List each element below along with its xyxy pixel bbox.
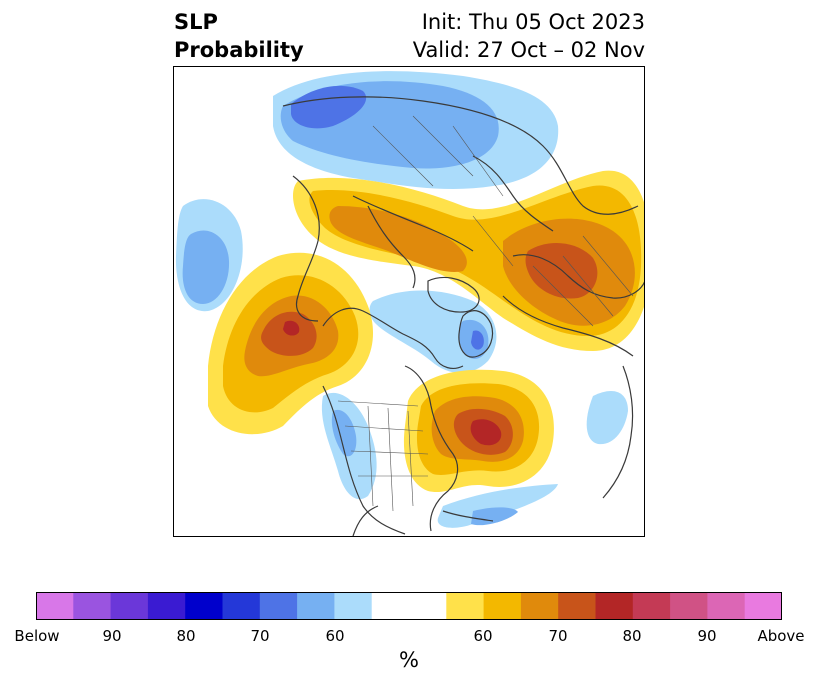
- valid-range: Valid: 27 Oct – 02 Nov: [412, 38, 645, 62]
- map-border: [173, 66, 645, 537]
- probability-map: [173, 66, 645, 537]
- colorbar-segment: [147, 592, 186, 620]
- coastlines: [282, 96, 645, 537]
- colorbar-segment: [36, 592, 74, 620]
- tick-below: Below: [14, 627, 60, 645]
- below-normal-north-pacific: [175, 199, 243, 312]
- colorbar-segment: [520, 592, 559, 620]
- colorbar-segment: [259, 592, 298, 620]
- colorbar-segment: [707, 592, 746, 620]
- below-normal-arctic-siberia: [273, 71, 559, 189]
- colorbar-segment: [110, 592, 149, 620]
- tick-above-70: 70: [548, 627, 568, 645]
- tick-below-80: 80: [176, 627, 196, 645]
- colorbar-segment: [483, 592, 522, 620]
- colorbar-border: [36, 592, 782, 620]
- colorbar-segment: [222, 592, 261, 620]
- forecast-dates: Init: Thu 05 Oct 2023 Valid: 27 Oct – 02…: [413, 8, 645, 64]
- tick-below-60: 60: [325, 627, 345, 645]
- colorbar-segment: [185, 592, 223, 620]
- tick-below-90: 90: [102, 627, 122, 645]
- colorbar-segment: [558, 592, 596, 620]
- colorbar-segment: [632, 592, 671, 620]
- title-slp: SLP: [174, 10, 218, 34]
- colorbar-segment: [371, 592, 447, 620]
- title-probability: Probability: [174, 38, 304, 62]
- tick-above: Above: [757, 627, 805, 645]
- colorbar-segment: [670, 592, 708, 620]
- above-normal-eastern-canada: [403, 369, 554, 493]
- init-date: Init: Thu 05 Oct 2023: [421, 10, 645, 34]
- above-normal-eurasia: [293, 170, 645, 351]
- colorbar-unit: %: [399, 648, 419, 672]
- tick-below-70: 70: [250, 627, 270, 645]
- below-normal-greenland: [369, 290, 497, 374]
- above-normal-gulf-of-alaska: [208, 252, 374, 435]
- country-borders: [337, 115, 634, 512]
- colorbar-segment: [73, 592, 112, 620]
- colorbar-segment: [595, 592, 634, 620]
- colorbar-segment: [297, 592, 335, 620]
- map-title: SLP Probability: [174, 8, 304, 64]
- colorbar-segment: [334, 592, 373, 620]
- colorbar-segment: [744, 592, 782, 620]
- tick-above-90: 90: [697, 627, 717, 645]
- probability-colorbar: [36, 592, 782, 620]
- tick-above-60: 60: [473, 627, 493, 645]
- colorbar-segment: [446, 592, 485, 620]
- tick-above-80: 80: [622, 627, 642, 645]
